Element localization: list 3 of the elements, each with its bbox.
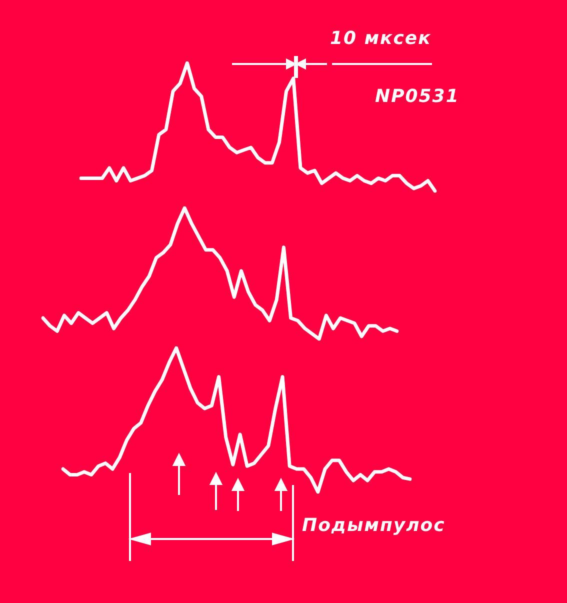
annotation: NP0531 [375,86,460,107]
text: 10 мксек [330,28,432,49]
text: Подымпулос [302,515,446,536]
